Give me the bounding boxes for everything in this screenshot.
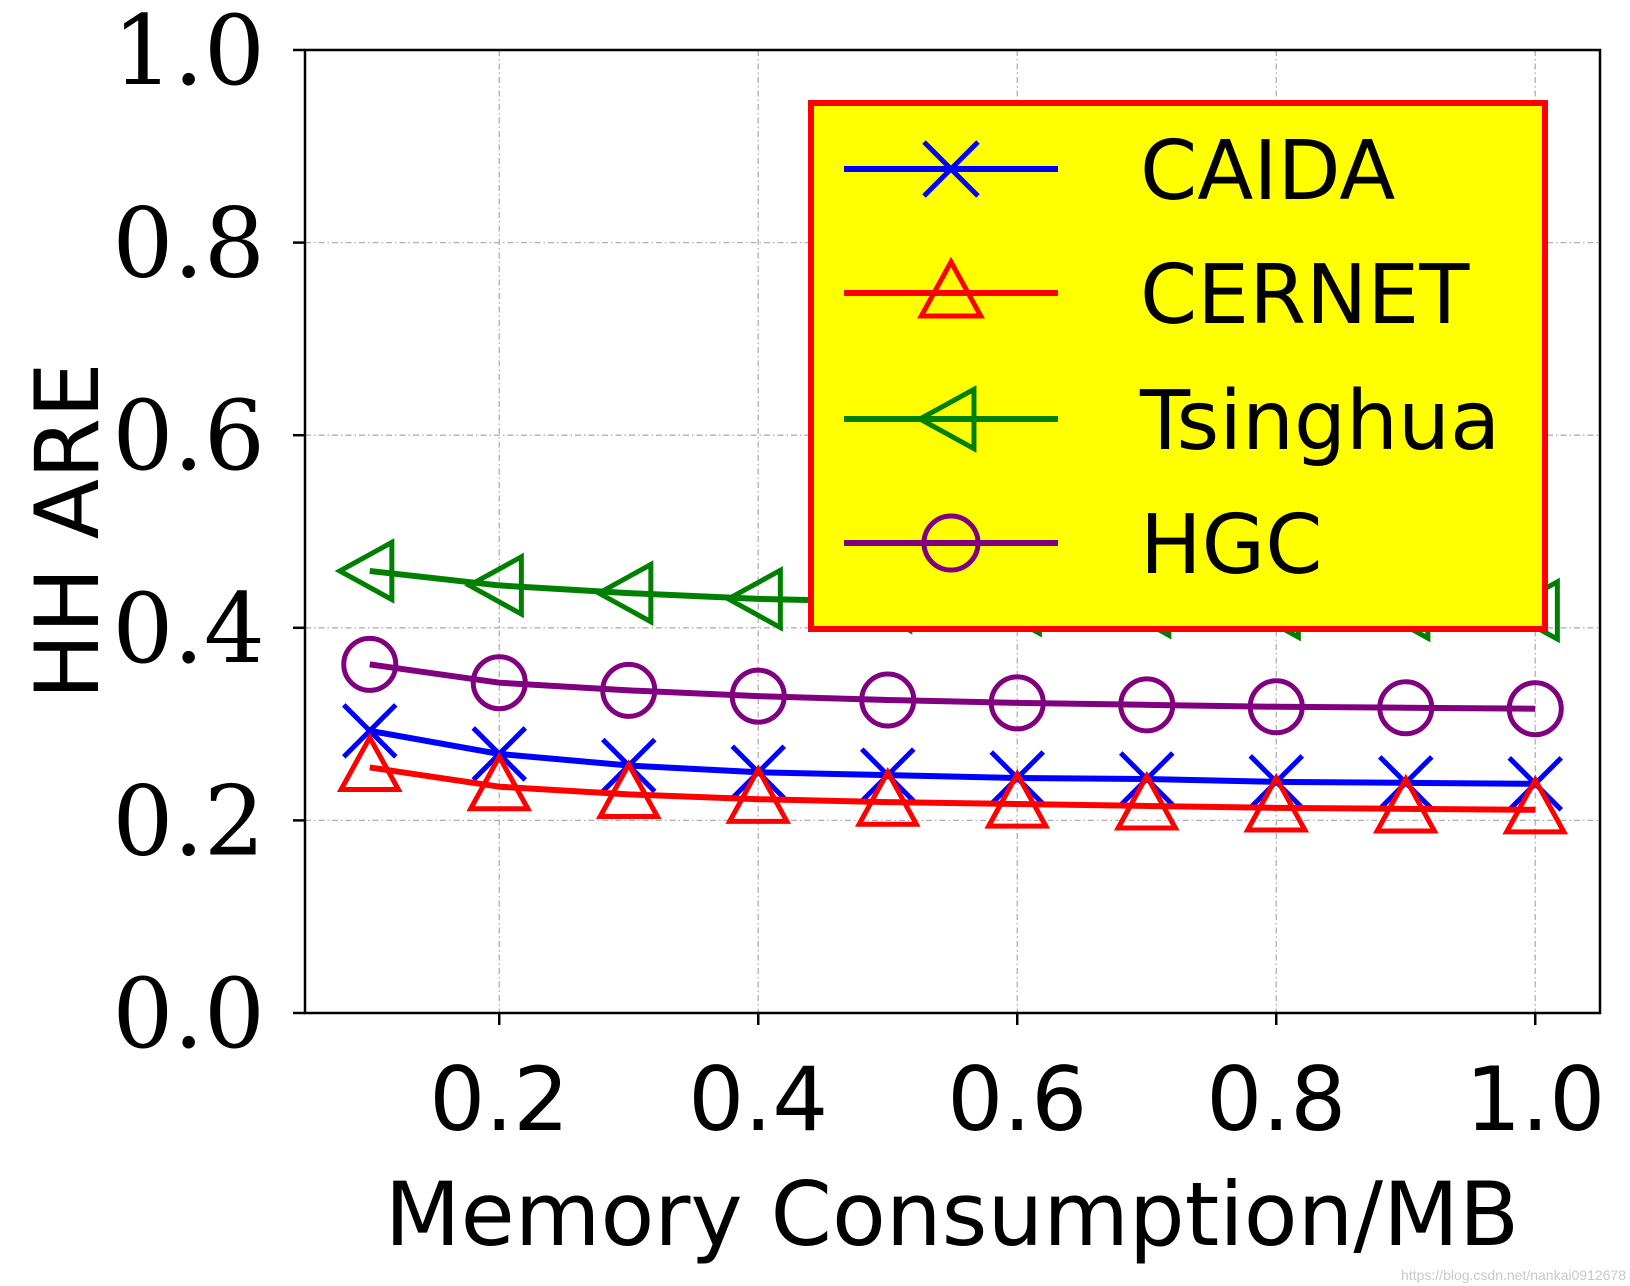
data-point-marker — [341, 703, 398, 759]
data-point-marker — [859, 671, 917, 729]
data-point-marker — [336, 732, 403, 793]
y-tick-label: 0.2 — [112, 765, 265, 877]
legend-label: Tsinghua — [1139, 374, 1500, 469]
series-line — [369, 727, 1536, 787]
legend-marker — [917, 256, 985, 319]
x-axis-label: Memory Consumption/MB — [385, 1163, 1520, 1266]
legend-entry-caida: CAIDA — [844, 124, 1395, 219]
data-point-marker — [1247, 678, 1305, 736]
y-tick-label: 1.0 — [112, 0, 265, 107]
legend: CAIDA CERNET Tsinghua HGC — [808, 100, 1548, 632]
data-point-marker — [1118, 676, 1176, 734]
data-point-marker — [1372, 773, 1439, 834]
legend-marker — [922, 140, 980, 198]
series-layer — [334, 538, 1569, 835]
data-point-marker — [1506, 680, 1564, 738]
x-tick-label: 0.4 — [688, 1048, 828, 1151]
series-line — [369, 764, 1536, 813]
data-point-marker — [466, 751, 533, 812]
legend-label: CAIDA — [1140, 124, 1395, 219]
legend-entry-hgc: HGC — [844, 498, 1322, 593]
y-tick-label: 0.0 — [112, 958, 265, 1070]
data-point-marker — [334, 538, 395, 604]
series-line — [369, 661, 1536, 712]
legend-label: HGC — [1140, 498, 1322, 593]
data-point-marker — [595, 759, 662, 819]
legend-marker — [921, 513, 981, 573]
data-point-marker — [723, 566, 783, 632]
series-cernet — [336, 732, 1569, 835]
x-tick-label: 0.8 — [1206, 1048, 1346, 1151]
data-point-marker — [988, 674, 1046, 732]
data-point-marker — [464, 552, 524, 619]
watermark: https://blog.csdn.net/nankai0912678 — [1401, 1267, 1626, 1283]
x-marker-stroke — [341, 703, 398, 759]
series-caida — [341, 703, 1564, 812]
x-tick-label: 1.0 — [1465, 1048, 1605, 1151]
data-point-marker — [1377, 679, 1435, 737]
data-point-marker — [725, 764, 792, 824]
data-point-marker — [854, 767, 921, 827]
data-point-marker — [341, 635, 399, 693]
data-point-marker — [984, 768, 1051, 829]
legend-marker — [914, 385, 977, 453]
data-point-marker — [1113, 770, 1180, 831]
x-tick-label: 0.6 — [947, 1048, 1087, 1151]
legend-entry-tsinghua: Tsinghua — [844, 374, 1500, 469]
y-tick-label: 0.8 — [112, 188, 265, 300]
y-tick-label: 0.6 — [112, 380, 265, 492]
data-point-marker — [1502, 774, 1569, 835]
data-point-marker — [470, 654, 528, 712]
tick-layer: 0.0 0.2 0.4 0.6 0.8 1.0 0.2 0.4 0.6 0.8 1.0 — [112, 0, 1605, 1151]
series-hgc — [341, 635, 1564, 738]
data-point-marker — [729, 667, 787, 725]
data-point-marker — [600, 661, 658, 719]
y-axis-label: HH ARE — [16, 362, 119, 699]
legend-entry-cernet: CERNET — [844, 248, 1470, 343]
data-point-marker — [1243, 772, 1310, 833]
legend-label: CERNET — [1140, 248, 1470, 343]
x-tick-label: 0.2 — [429, 1048, 569, 1151]
y-tick-label: 0.4 — [112, 573, 265, 685]
data-point-marker — [593, 560, 654, 626]
plot-frame — [303, 48, 1602, 1015]
x-marker-stroke — [922, 140, 980, 198]
